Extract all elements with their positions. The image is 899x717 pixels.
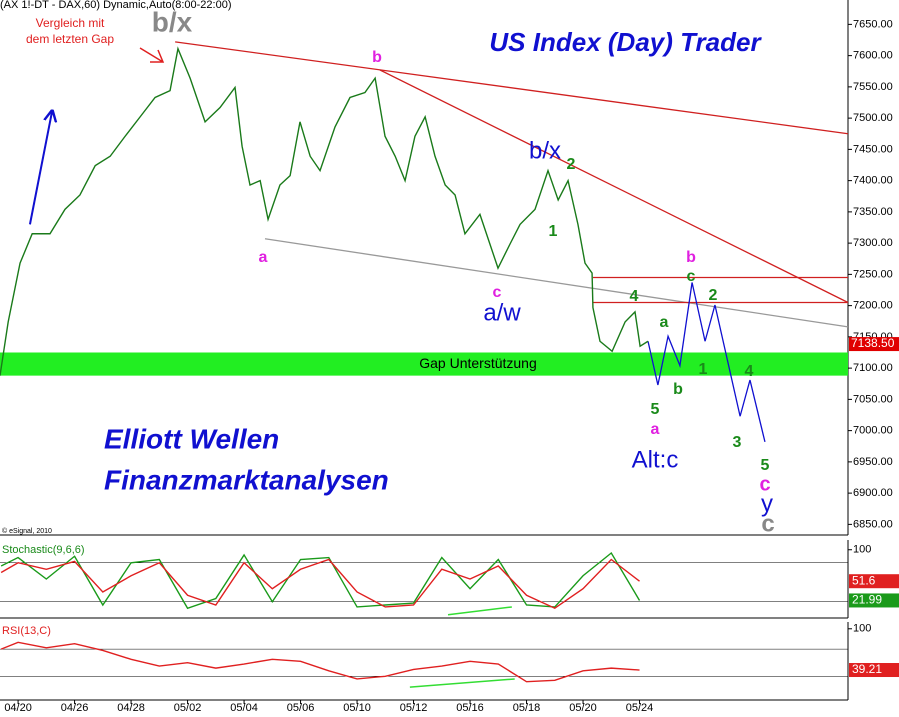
wave-label: a [660, 314, 669, 331]
x-tick-label: 04/20 [4, 702, 32, 714]
wave-label: b/x [529, 137, 561, 164]
series-line [0, 46, 649, 376]
y-tick-label: 7050.00 [853, 393, 893, 405]
divergence-line [409, 678, 515, 688]
labels: (AX 1!-DT - DAX,60) Dynamic,Auto(8:00-22… [0, 0, 775, 637]
y-tick-label: 7550.00 [853, 81, 893, 93]
wave-label: 4 [630, 288, 639, 305]
wave-label: a [651, 421, 660, 438]
chart-title: US Index (Day) Trader [489, 27, 762, 57]
y-tick-label: 6900.00 [853, 487, 893, 499]
y-tick-label: 7250.00 [853, 268, 893, 280]
wave-label: c [687, 268, 696, 285]
wave-label: y [761, 490, 773, 517]
gap-band [0, 352, 848, 376]
trendline [264, 238, 849, 328]
wave-label: c [761, 510, 774, 537]
wave-label: b/x [152, 6, 193, 37]
last-value-box [849, 593, 899, 608]
subtitle: Elliott Wellen [104, 423, 279, 454]
subtitle: Finanzmarktanalysen [104, 464, 389, 495]
wave-label: c [759, 473, 770, 495]
y-tick-label: 7200.00 [853, 300, 893, 312]
trendline [379, 69, 849, 304]
x-tick-label: 05/20 [569, 702, 597, 714]
y-tick-label: 100 [853, 623, 871, 635]
panel-title: RSI(13,C) [2, 625, 51, 637]
x-tick-label: 05/10 [343, 702, 371, 714]
x-tick-label: 05/02 [174, 702, 202, 714]
note: Vergleich mit [36, 16, 105, 30]
y-tick-label: 7650.00 [853, 18, 893, 30]
x-tick-label: 05/24 [626, 702, 654, 714]
wave-label: 4 [745, 363, 754, 380]
x-tick-label: 05/18 [513, 702, 541, 714]
gap-label: Gap Unterstützung [419, 355, 537, 371]
wave-label: c [493, 284, 502, 301]
last-value-box [849, 574, 899, 589]
last-price-label: 7138.50 [851, 336, 895, 350]
wave-label: 2 [709, 287, 718, 304]
x-tick-label: 04/28 [117, 702, 145, 714]
arrow [28, 112, 52, 225]
y-tick-label: 6850.00 [853, 518, 893, 530]
panel-title: Stochastic(9,6,6) [2, 544, 85, 556]
divergence-line [447, 606, 512, 616]
foreground-layer: Gap Unterstützung 7138.50 21.99 51.6 39.21 [0, 46, 899, 688]
series-line [0, 558, 640, 610]
wave-label: 2 [567, 156, 576, 173]
last-value-box [849, 663, 899, 678]
x-tick-label: 05/16 [456, 702, 484, 714]
x-tick-label: 05/04 [230, 702, 258, 714]
y-tick-label: 6950.00 [853, 456, 893, 468]
wave-label: a [259, 249, 268, 266]
wave-label: b [673, 381, 683, 398]
note-arrow [139, 47, 165, 63]
series-line [0, 641, 640, 683]
copyright: © eSignal, 2010 [2, 527, 52, 535]
note: dem letzten Gap [26, 32, 114, 46]
wave-label: 1 [699, 361, 708, 378]
last-value-label: 51.6 [852, 573, 876, 587]
last-value-label: 39.21 [852, 662, 882, 676]
trendline [175, 41, 849, 135]
wave-label: 3 [733, 434, 742, 451]
wave-label: b [372, 49, 382, 66]
y-tick-label: 7100.00 [853, 362, 893, 374]
y-tick-label: 7450.00 [853, 143, 893, 155]
trendline [647, 282, 766, 443]
wave-label: a/w [483, 299, 521, 326]
x-tick-label: 04/26 [61, 702, 89, 714]
wave-label: 1 [549, 223, 558, 240]
x-tick-label: 05/06 [287, 702, 315, 714]
y-tick-label: 100 [853, 544, 871, 556]
y-tick-label: 7300.00 [853, 237, 893, 249]
wave-label: 5 [761, 457, 770, 474]
last-price-box [849, 337, 899, 352]
y-tick-label: 7400.00 [853, 175, 893, 187]
wave-label: b [686, 249, 696, 266]
y-tick-label: 7000.00 [853, 425, 893, 437]
series-line [0, 551, 641, 610]
wave-label: 5 [651, 401, 660, 418]
last-value-label: 21.99 [852, 593, 882, 607]
header: (AX 1!-DT - DAX,60) Dynamic,Auto(8:00-22… [0, 0, 232, 11]
x-tick-label: 05/12 [400, 702, 428, 714]
y-tick-label: 7350.00 [853, 206, 893, 218]
y-tick-label: 7600.00 [853, 50, 893, 62]
y-tick-label: 7500.00 [853, 112, 893, 124]
wave-label: Alt:c [632, 446, 679, 473]
